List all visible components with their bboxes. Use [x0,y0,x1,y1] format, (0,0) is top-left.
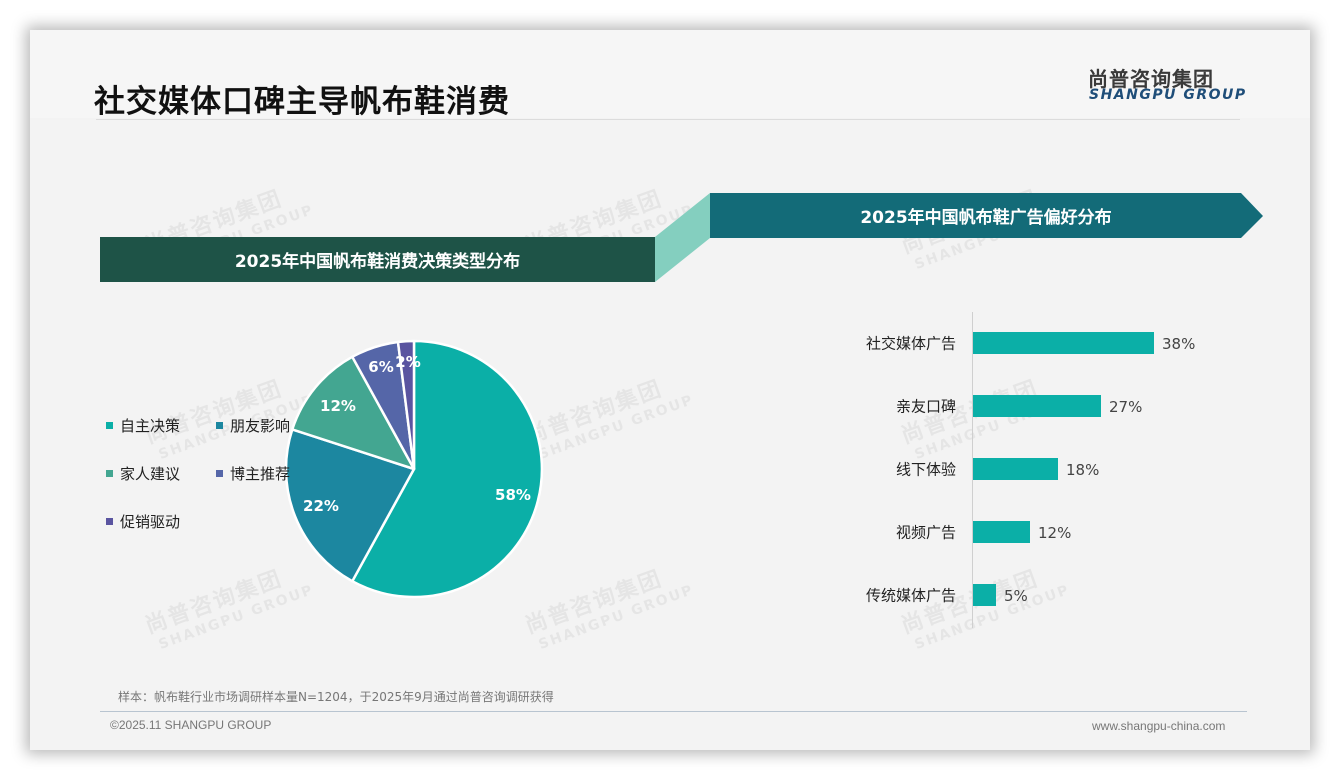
bar-category-label: 亲友口碑 [895,397,956,416]
sample-note: 样本：帆布鞋行业市场调研样本量N=1204，于2025年9月通过尚普咨询调研获得 [118,690,554,704]
legend-item-blogger: 博主推荐 [216,463,290,484]
pie-slice-family [291,355,416,471]
bar-word-of-mouth [973,395,1101,417]
bar-value-label: 12% [1038,524,1072,542]
pie-label-promotion: 2% [395,353,421,371]
legend-item-friends: 朋友影响 [216,415,290,436]
legend-swatch [106,518,113,525]
header-band [30,30,1310,118]
legend-item-family: 家人建议 [106,463,180,484]
title-divider [96,119,1240,120]
legend-label: 自主决策 [120,417,181,435]
bar-video-ads [973,521,1030,543]
pie-label-blogger: 6% [368,358,394,376]
bar-value-label: 38% [1162,335,1196,353]
bar-value-label: 18% [1066,461,1100,479]
bar-offline-experience [973,458,1058,480]
right-section-band-title: 2025年中国帆布鞋广告偏好分布 [860,208,1112,228]
pie-label-friends: 22% [303,497,339,515]
left-section-band: 2025年中国帆布鞋消费决策类型分布 [100,237,655,282]
pie-label-family: 12% [320,397,356,415]
legend-item-promotion: 促销驱动 [106,511,180,532]
right-band-arrow [710,193,1263,238]
pie-slice-promotion [396,339,416,471]
legend-label: 博主推荐 [230,465,291,483]
legend-swatch [216,422,223,429]
legend-swatch [106,422,113,429]
bar-category-label: 传统媒体广告 [865,586,956,605]
bar-traditional-media-ads [973,584,996,606]
logo-text-en: SHANGPU GROUP [1089,87,1247,103]
pie-label-autonomous: 58% [495,486,531,504]
bar-chart-axis [972,312,973,628]
band-connector [655,193,710,282]
bar-category-label: 线下体验 [895,460,956,479]
chart-graphics [284,193,1263,599]
copyright: ©2025.11 SHANGPU GROUP [110,718,272,732]
pie-slice-friends [284,428,416,583]
bar-social-media-ads [973,332,1154,354]
legend-label: 家人建议 [120,465,181,483]
website-link[interactable]: www.shangpu-china.com [1092,719,1226,733]
page-title: 社交媒体口碑主导帆布鞋消费 [94,84,510,120]
bar-value-label: 27% [1109,398,1143,416]
bar-category-label: 视频广告 [895,523,956,542]
pie-slice-autonomous [351,339,544,599]
pie-chart [284,339,544,599]
legend-swatch [216,470,223,477]
bar-value-label: 5% [1004,587,1028,605]
logo-text-cn: 尚普咨询集团 [1088,67,1214,91]
legend-label: 朋友影响 [230,417,291,435]
legend-label: 促销驱动 [120,513,181,531]
bar-category-label: 社交媒体广告 [865,334,956,353]
legend-item-autonomous: 自主决策 [106,415,180,436]
footer-divider [100,711,1247,712]
legend-swatch [106,470,113,477]
